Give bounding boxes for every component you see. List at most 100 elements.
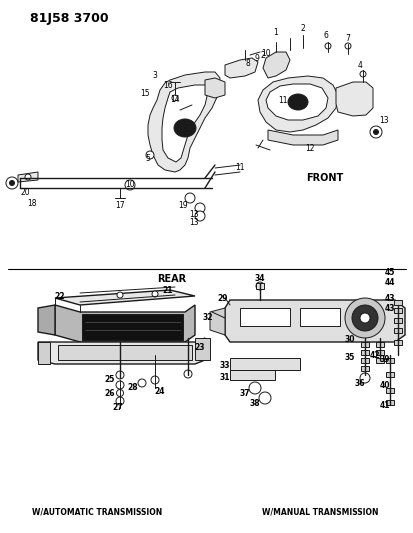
Bar [360, 342, 368, 347]
Text: 36: 36 [354, 378, 364, 387]
Polygon shape [209, 308, 224, 335]
Text: W/MANUAL TRANSMISSION: W/MANUAL TRANSMISSION [261, 507, 377, 516]
Text: 13: 13 [189, 209, 198, 219]
Text: 2: 2 [300, 23, 305, 33]
Bar [393, 318, 401, 323]
Circle shape [195, 211, 204, 221]
Bar [240, 308, 289, 326]
Text: 31: 31 [219, 374, 230, 383]
Circle shape [359, 373, 369, 383]
Polygon shape [55, 290, 195, 305]
Text: 10: 10 [261, 49, 270, 58]
Text: 30: 30 [344, 335, 354, 344]
Polygon shape [266, 84, 327, 120]
Text: FRONT: FRONT [306, 173, 343, 183]
Bar [375, 350, 383, 355]
Text: 21: 21 [162, 286, 173, 295]
Text: 10: 10 [125, 180, 135, 189]
Text: 33: 33 [219, 360, 230, 369]
Circle shape [344, 298, 384, 338]
Polygon shape [204, 78, 224, 98]
Text: 8: 8 [245, 59, 250, 68]
Bar [385, 400, 393, 405]
Circle shape [195, 203, 204, 213]
Text: 38: 38 [249, 399, 260, 408]
Polygon shape [230, 358, 299, 370]
Text: 13: 13 [189, 217, 198, 227]
Polygon shape [262, 52, 289, 78]
Text: 14: 14 [170, 94, 179, 103]
Text: W/AUTOMATIC TRANSMISSION: W/AUTOMATIC TRANSMISSION [32, 507, 162, 516]
Polygon shape [230, 370, 274, 380]
Circle shape [116, 390, 123, 397]
Text: 29: 29 [217, 294, 228, 303]
Text: 32: 32 [202, 313, 213, 322]
Bar [255, 283, 263, 289]
Circle shape [138, 379, 146, 387]
Text: 11: 11 [235, 163, 244, 172]
Text: 28: 28 [127, 384, 138, 392]
Bar [360, 358, 368, 363]
Bar [385, 388, 393, 393]
Circle shape [116, 381, 124, 389]
Text: 41: 41 [379, 400, 389, 409]
Polygon shape [38, 342, 50, 364]
Polygon shape [55, 305, 195, 342]
Polygon shape [161, 85, 207, 162]
Text: 11: 11 [278, 95, 287, 104]
Polygon shape [195, 338, 209, 360]
Circle shape [9, 181, 14, 185]
Text: 18: 18 [27, 198, 37, 207]
Text: 27: 27 [112, 403, 123, 413]
Polygon shape [38, 305, 55, 335]
Text: 19: 19 [178, 200, 188, 209]
Text: 37: 37 [239, 389, 250, 398]
Text: 44: 44 [384, 278, 394, 287]
Text: 7: 7 [345, 34, 349, 43]
Text: 39: 39 [379, 356, 389, 365]
Bar [299, 308, 339, 326]
Polygon shape [58, 345, 192, 360]
Text: 20: 20 [20, 188, 30, 197]
Text: 1: 1 [273, 28, 278, 36]
Text: 9: 9 [254, 53, 259, 62]
Circle shape [185, 193, 195, 203]
Text: 2: 2 [260, 51, 265, 60]
Circle shape [255, 282, 263, 290]
Circle shape [183, 370, 192, 378]
Circle shape [117, 292, 123, 298]
Polygon shape [147, 72, 219, 172]
Bar [393, 308, 401, 313]
Circle shape [146, 151, 154, 159]
Circle shape [359, 71, 365, 77]
Circle shape [171, 95, 178, 101]
Polygon shape [18, 172, 38, 182]
Circle shape [125, 180, 135, 190]
Circle shape [151, 376, 159, 384]
Text: 4: 4 [357, 61, 361, 69]
Text: 25: 25 [104, 376, 115, 384]
Text: 35: 35 [344, 353, 354, 362]
Text: REAR: REAR [157, 274, 186, 284]
Bar [375, 342, 383, 347]
Text: 12: 12 [304, 143, 314, 152]
Circle shape [259, 392, 271, 404]
Circle shape [359, 313, 369, 323]
Text: 24: 24 [154, 387, 165, 397]
Text: 3: 3 [152, 70, 157, 79]
Text: 22: 22 [55, 292, 65, 301]
Text: 42: 42 [369, 351, 379, 359]
Circle shape [6, 177, 18, 189]
Polygon shape [224, 300, 404, 342]
Text: 43: 43 [384, 303, 394, 312]
Bar [375, 358, 383, 363]
Bar [393, 328, 401, 333]
Text: 26: 26 [104, 389, 115, 398]
Polygon shape [224, 58, 257, 78]
Bar [393, 340, 401, 345]
Circle shape [324, 43, 330, 49]
Text: 40: 40 [379, 381, 389, 390]
Circle shape [351, 305, 377, 331]
Bar [385, 372, 393, 377]
Circle shape [373, 130, 377, 134]
